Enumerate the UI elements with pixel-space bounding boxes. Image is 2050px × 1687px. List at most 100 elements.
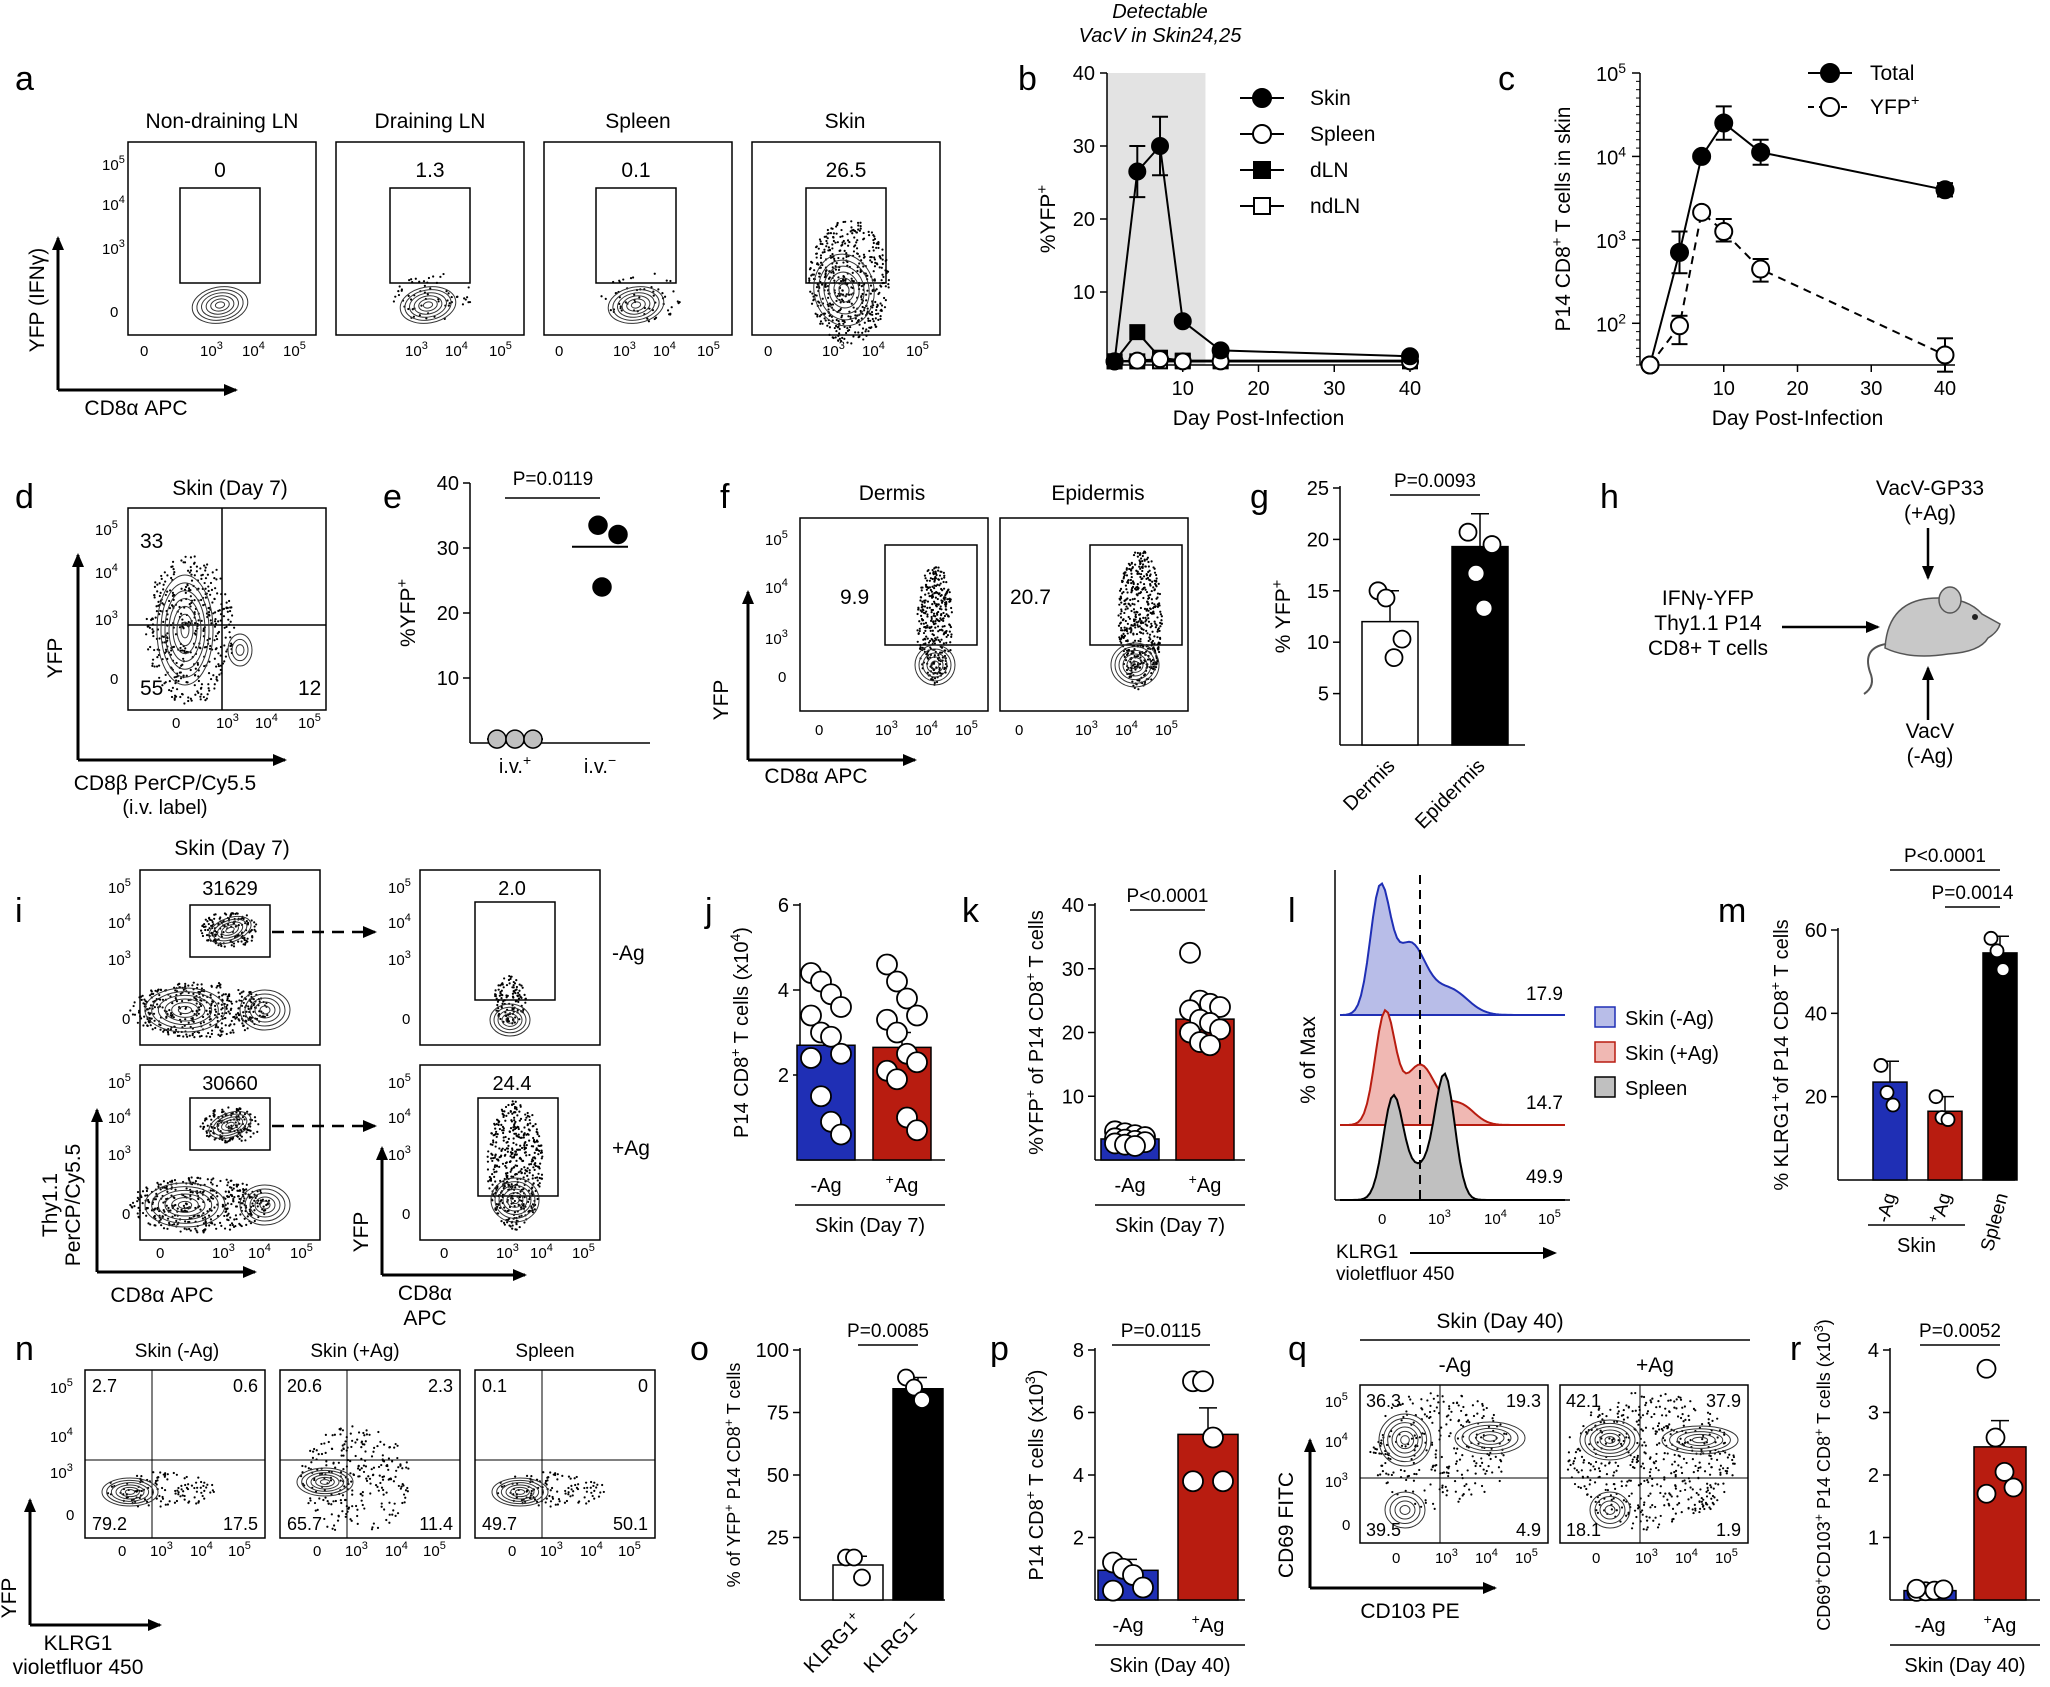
contour-line xyxy=(259,1005,271,1015)
event-dot xyxy=(1121,592,1124,595)
event-dot xyxy=(200,1491,203,1494)
event-dot xyxy=(842,322,845,325)
event-dot xyxy=(137,1198,141,1201)
event-dot xyxy=(495,1188,498,1191)
event-dot xyxy=(652,294,655,297)
event-dot xyxy=(159,1218,162,1221)
event-dot xyxy=(253,925,256,928)
data-point xyxy=(800,1004,822,1027)
event-dot xyxy=(1152,566,1155,569)
event-dot xyxy=(585,1490,588,1493)
event-dot xyxy=(176,1207,179,1210)
event-dot xyxy=(203,1216,207,1219)
event-dot xyxy=(810,260,813,263)
event-dot xyxy=(518,1215,521,1218)
event-dot xyxy=(1487,1465,1490,1468)
event-dot xyxy=(1485,1469,1488,1473)
event-dot xyxy=(343,1485,346,1488)
event-dot xyxy=(943,574,946,577)
event-dot xyxy=(242,917,245,920)
event-dot xyxy=(921,619,925,622)
event-dot xyxy=(150,618,154,621)
event-dot xyxy=(203,1497,206,1500)
event-dot xyxy=(584,1481,588,1484)
event-dot xyxy=(191,984,194,987)
event-dot xyxy=(930,590,933,593)
event-dot xyxy=(875,312,878,316)
event-dot xyxy=(824,285,827,288)
data-point xyxy=(1714,222,1734,242)
event-dot xyxy=(363,1507,366,1510)
event-dot xyxy=(396,1456,399,1460)
event-dot xyxy=(934,572,938,575)
event-dot xyxy=(253,1209,256,1212)
event-dot xyxy=(925,588,928,591)
contour-line xyxy=(225,926,235,934)
event-dot xyxy=(1150,624,1153,628)
histogram-value: 17.9 xyxy=(1526,984,1563,1005)
contour-line xyxy=(115,1484,145,1500)
event-dot xyxy=(487,1180,490,1183)
panel-q: q Skin (Day 40) -Ag +Ag 36.3 19.3 39.5 4… xyxy=(1275,1310,1750,1623)
event-dot xyxy=(876,303,879,306)
event-dot xyxy=(1126,581,1129,584)
event-dot xyxy=(362,1431,365,1435)
event-dot xyxy=(1432,1397,1435,1400)
event-dot xyxy=(1125,574,1129,577)
event-dot xyxy=(234,1017,237,1020)
event-dot xyxy=(357,1431,361,1434)
event-dot xyxy=(160,1224,163,1227)
event-dot xyxy=(205,697,209,700)
event-dot xyxy=(812,295,815,298)
gate xyxy=(189,904,271,958)
event-dot xyxy=(501,1193,505,1196)
event-dot xyxy=(207,606,210,610)
contour-line xyxy=(157,1189,213,1221)
event-dot xyxy=(494,989,497,992)
event-dot xyxy=(149,1004,153,1007)
event-dot xyxy=(924,593,927,596)
event-dot xyxy=(831,270,835,273)
event-dot xyxy=(220,603,223,606)
event-dot xyxy=(213,683,216,686)
event-dot xyxy=(1138,617,1142,620)
event-dot xyxy=(842,275,846,279)
plot-title: Skin (+Ag) xyxy=(310,1341,399,1362)
event-dot xyxy=(340,1449,343,1452)
event-dot xyxy=(225,913,228,916)
event-dot xyxy=(219,986,222,989)
event-dot xyxy=(209,1218,213,1221)
event-dot xyxy=(229,1000,233,1003)
event-dot xyxy=(231,912,234,915)
event-dot xyxy=(346,1458,350,1462)
event-dot xyxy=(217,652,220,655)
event-dot xyxy=(234,912,237,916)
event-dot xyxy=(945,613,948,616)
event-dot xyxy=(877,246,880,250)
gate-value: 24.4 xyxy=(493,1073,532,1095)
event-dot xyxy=(233,1218,236,1221)
event-dot xyxy=(1132,651,1135,654)
event-dot xyxy=(826,237,829,240)
event-dot xyxy=(869,326,872,330)
event-dot xyxy=(173,570,176,574)
event-dot xyxy=(185,1475,188,1479)
event-dot xyxy=(237,940,240,943)
event-dot xyxy=(502,986,505,989)
event-dot xyxy=(220,1111,224,1114)
event-dot xyxy=(313,1501,317,1505)
event-dot xyxy=(155,609,159,613)
event-dot xyxy=(1439,1472,1442,1475)
event-dot xyxy=(846,329,850,332)
data-point xyxy=(1873,1058,1889,1073)
event-dot xyxy=(1119,629,1123,632)
event-dot xyxy=(364,1465,368,1468)
event-dot xyxy=(166,1227,169,1230)
event-dot xyxy=(365,1433,369,1436)
contour-line xyxy=(498,1184,532,1216)
event-dot xyxy=(520,1146,524,1150)
event-dot xyxy=(371,1526,374,1529)
event-dot xyxy=(930,617,933,621)
event-dot xyxy=(540,1157,543,1160)
contour-line xyxy=(491,1477,549,1507)
